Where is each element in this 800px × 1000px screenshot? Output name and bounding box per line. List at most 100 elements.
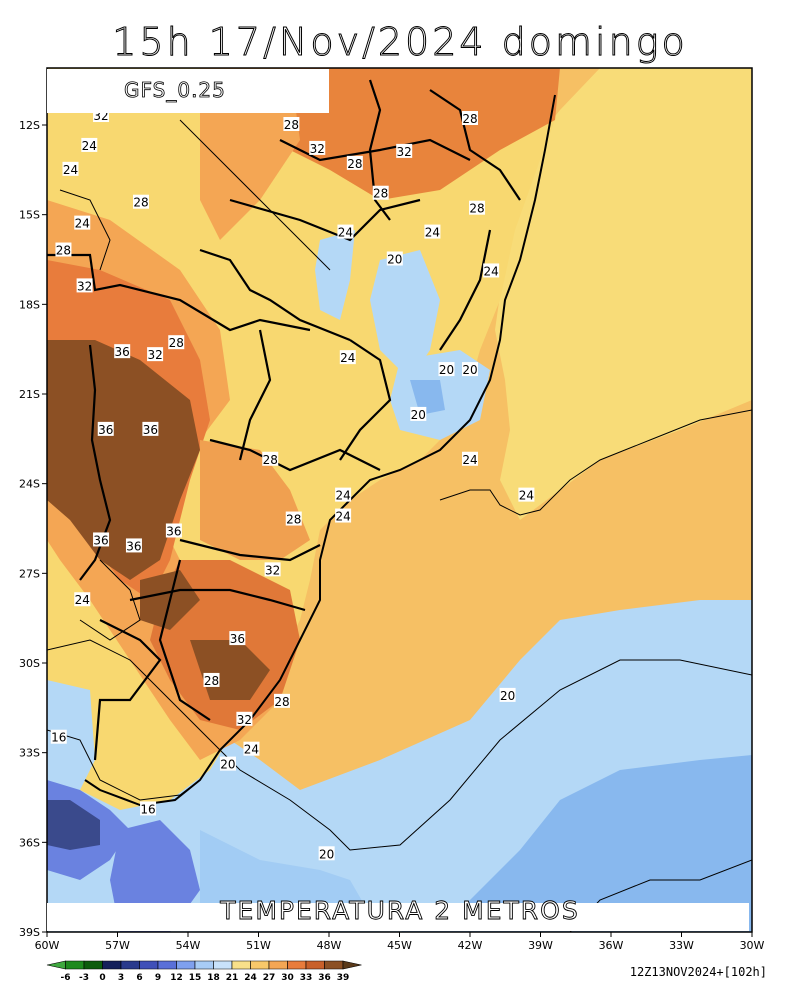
colorbar-label: 39 [337,973,350,983]
contour-label: 36 [125,538,142,553]
svg-text:32: 32 [310,142,325,156]
lat-tick-label: 24S [19,478,40,491]
colorbar-swatch [287,960,307,970]
contour-label: 36 [97,421,114,437]
contour-label: 24 [518,487,535,503]
contour-label: 36 [93,532,110,547]
svg-text:28: 28 [284,118,299,132]
colorbar-label: -6 [61,973,71,983]
svg-text:20: 20 [439,363,454,377]
colorbar-swatch [231,960,251,970]
map-title: 15h 17/Nov/2024 domingo [112,20,688,65]
svg-text:24: 24 [63,163,78,177]
svg-text:24: 24 [244,743,259,757]
colorbar-swatch [120,960,140,970]
svg-text:32: 32 [237,713,252,727]
lat-tick-label: 36S [19,836,40,849]
lon-tick-label: 51W [246,939,271,952]
colorbar-swatch [176,960,196,970]
contour-label: 24 [335,487,352,503]
colorbar-label: 3 [118,973,124,983]
contour-labels: 32 24 24 28 32 28 32 28 28 28 28 24 24 24 20 28 24 32 36 32… [50,108,535,861]
svg-text:24: 24 [82,139,97,153]
colorbar-swatch [268,960,288,970]
contour-label: 28 [372,185,389,201]
state-borders [47,79,521,761]
svg-text:24: 24 [338,226,353,240]
contour-label: 16 [50,729,67,745]
lon-tick-label: 57W [105,939,130,952]
contour-label: 28 [346,155,363,171]
svg-text:28: 28 [56,244,71,258]
colorbar-label: 27 [263,973,276,983]
contour-label: 24 [424,224,441,240]
svg-text:24: 24 [425,226,440,240]
model-label: GFS_0.25 [124,78,226,103]
variable-label-box [47,903,749,931]
svg-text:36: 36 [166,524,181,538]
svg-text:28: 28 [462,112,477,126]
lon-tick-label: 36W [599,939,624,952]
colorbar-label: 6 [136,973,142,983]
svg-text:20: 20 [319,847,334,861]
contour-label: 20 [410,406,427,422]
lat-tick-label: 30S [19,657,40,670]
colorbar-label: 30 [281,973,294,983]
svg-text:16: 16 [140,802,155,816]
colorbar-label: 21 [226,973,239,983]
contour-label: 32 [236,711,253,727]
lat-tick-label: 21S [19,388,40,401]
svg-text:24: 24 [335,489,350,503]
svg-text:28: 28 [274,695,289,709]
lat-tick-label: 12S [19,119,40,132]
lon-tick-label: 30W [740,939,765,952]
svg-text:28: 28 [204,674,219,688]
colorbar-swatch [65,960,85,970]
contour-label: 20 [386,251,403,267]
contour-label: 24 [335,508,352,524]
contour-label: 36 [142,421,159,437]
colorbar-swatch [213,960,233,970]
contour-label: 24 [337,224,354,240]
colorbar-swatch [83,960,103,970]
contour-label: 28 [274,693,290,709]
svg-text:32: 32 [265,563,280,577]
svg-text:20: 20 [387,253,402,267]
contour-label: 20 [318,846,335,861]
contour-label: 32 [396,143,413,159]
contour-label: 24 [339,350,356,365]
contour-label: 32 [264,562,281,577]
lon-tick-label: 39W [528,939,553,952]
svg-text:28: 28 [347,157,362,171]
colorbar-label: 0 [99,973,105,983]
colorbar-swatch [46,960,66,970]
svg-text:28: 28 [263,453,278,467]
contour-label: 24 [81,137,98,153]
lon-tick-label: 48W [317,939,342,952]
svg-text:24: 24 [75,217,90,231]
svg-text:36: 36 [230,632,245,646]
colorbar-swatch [250,960,270,970]
colorbar-swatch [194,960,214,970]
colorbar-label: 24 [244,973,257,983]
svg-text:16: 16 [51,731,66,745]
contour-label: 28 [262,451,279,467]
contour-label: 20 [219,756,236,772]
lon-tick-label: 60W [35,939,60,952]
svg-text:20: 20 [500,689,515,703]
svg-text:28: 28 [469,202,484,216]
contour-label: 24 [62,161,79,177]
colorbar-label: 36 [318,973,331,983]
svg-text:24: 24 [335,510,350,524]
lat-tick-label: 33S [19,747,40,760]
contour-label: 24 [243,741,260,757]
contour-label: 20 [499,687,516,703]
svg-text:36: 36 [143,423,158,437]
contour-label: 28 [203,672,220,688]
colorbar-label: 33 [300,973,313,983]
variable-label: TEMPERATURA 2 METROS [220,896,580,926]
colorbar: -6 -3 0 3 6 9 12 15 18 21 24 27 30 33 36 39 [46,960,362,983]
contour-label: 28 [285,511,302,527]
